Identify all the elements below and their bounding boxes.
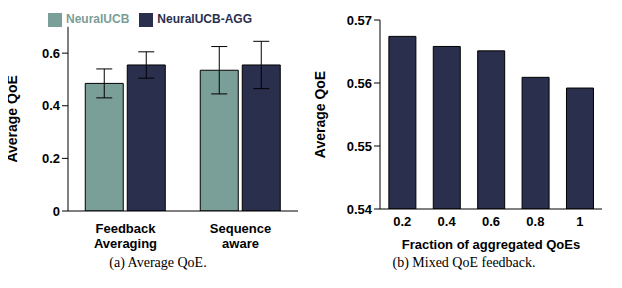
svg-text:0.56: 0.56 [347,76,372,91]
svg-text:FeedbackAveraging: FeedbackAveraging [94,221,157,251]
svg-text:Average QoE: Average QoE [314,71,328,158]
html-text:(a) Average QoE.: (a) Average QoE. [109,255,207,270]
html-text:(b) Mixed QoE feedback.: (b) Mixed QoE feedback. [392,255,536,270]
svg-text:0.4: 0.4 [42,98,61,113]
svg-text:1: 1 [576,214,583,229]
svg-text:0.6: 0.6 [482,214,500,229]
svg-text:0.4: 0.4 [438,214,457,229]
svg-text:0.8: 0.8 [526,214,544,229]
svg-text:Fraction of aggregated QoEs: Fraction of aggregated QoEs [402,237,580,252]
svg-text:0.2: 0.2 [42,151,60,166]
svg-text:0.2: 0.2 [393,214,411,229]
svg-text:0: 0 [53,204,60,219]
html-text:NeuralUCB: NeuralUCB [66,12,130,26]
svg-text:0.57: 0.57 [347,13,372,28]
svg-text:0.54: 0.54 [347,202,373,217]
svg-text:0.55: 0.55 [347,139,372,154]
svg-text:Sequenceaware: Sequenceaware [210,221,271,251]
svg-text:Average QoE: Average QoE [8,75,20,162]
html-text:NeuralUCB-AGG: NeuralUCB-AGG [157,12,252,26]
svg-text:0.6: 0.6 [42,46,60,61]
